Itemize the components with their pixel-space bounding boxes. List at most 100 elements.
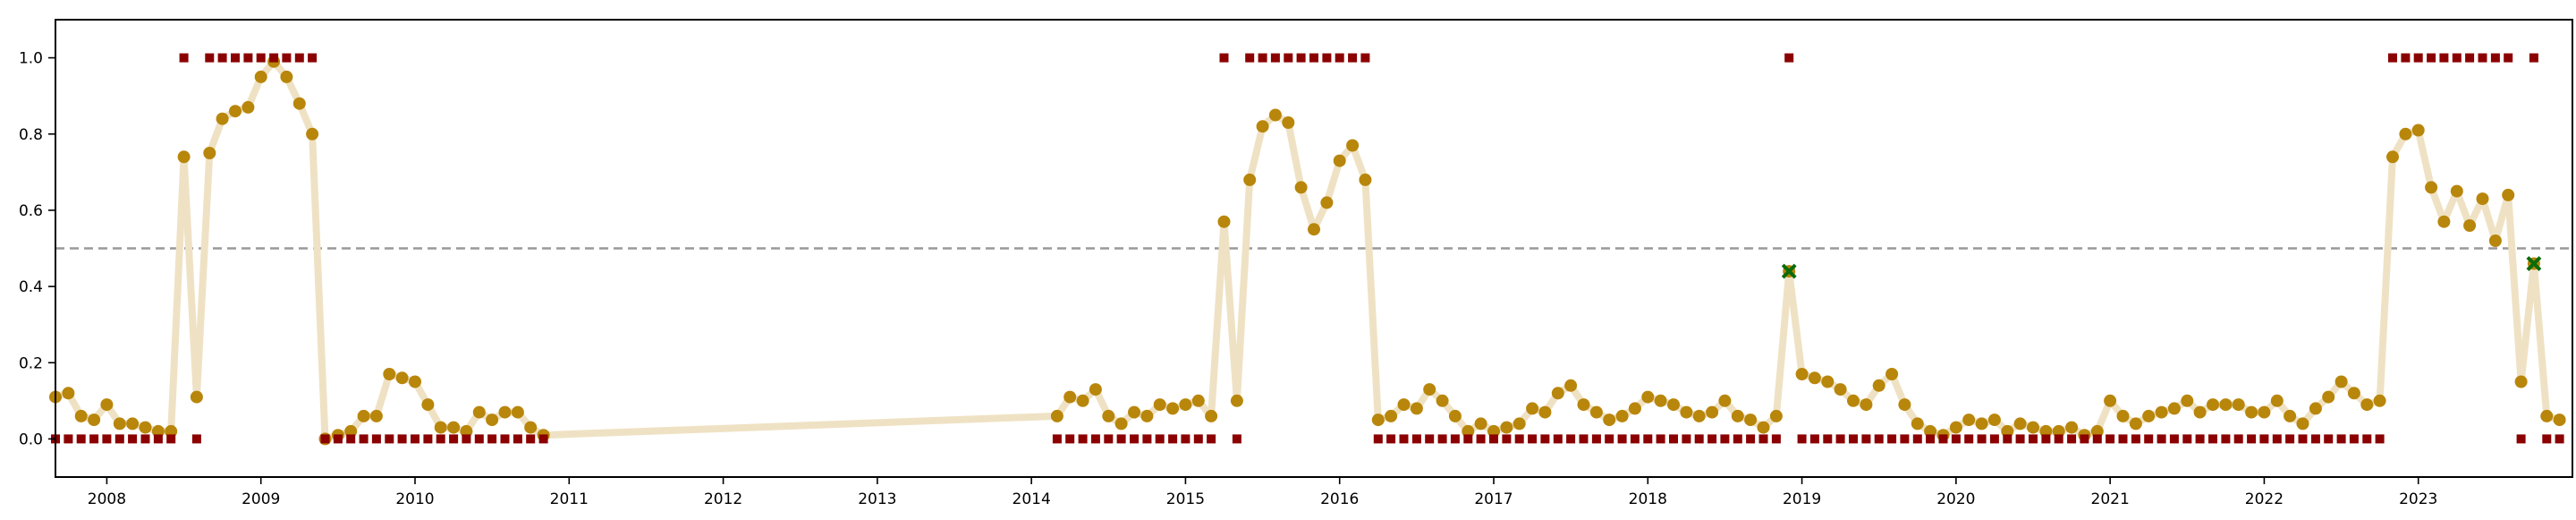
probability-point	[447, 421, 461, 434]
probability-point	[1423, 383, 1436, 396]
probability-point	[1885, 368, 1899, 380]
probability-point	[2540, 409, 2554, 422]
label-marker	[217, 53, 227, 63]
probability-point	[1050, 409, 1063, 422]
label-marker	[526, 434, 536, 444]
probability-point	[280, 70, 293, 83]
probability-point	[2437, 215, 2451, 228]
label-marker	[359, 434, 369, 444]
label-marker	[1258, 53, 1267, 63]
label-marker	[2375, 434, 2385, 444]
label-marker	[1849, 434, 1858, 444]
probability-point	[1706, 405, 1719, 419]
label-marker	[1694, 434, 1704, 444]
label-marker	[1335, 53, 1344, 63]
probability-point	[2334, 375, 2348, 388]
probability-point	[498, 405, 512, 419]
probability-point	[1962, 413, 1976, 427]
probability-point	[1448, 409, 1462, 422]
probability-point	[1102, 409, 1115, 422]
label-marker	[2041, 434, 2051, 444]
label-marker	[2555, 434, 2564, 444]
label-marker	[333, 434, 343, 444]
label-marker	[282, 53, 292, 63]
probability-point	[2411, 124, 2425, 137]
label-marker	[1245, 53, 1255, 63]
label-marker	[1579, 434, 1589, 444]
label-marker	[2182, 434, 2192, 444]
probability-point	[1089, 383, 1102, 396]
label-marker	[140, 434, 150, 444]
label-marker	[1809, 434, 1819, 444]
probability-point	[1898, 398, 1911, 412]
label-marker	[1656, 434, 1665, 444]
label-marker	[2439, 53, 2449, 63]
label-marker	[1270, 53, 1280, 63]
x-tick-label: 2015	[1166, 490, 1205, 508]
probability-point	[1718, 394, 1732, 407]
label-marker	[166, 434, 176, 444]
x-tick-label: 2012	[704, 490, 742, 508]
probability-point	[1731, 409, 1744, 422]
x-axis: 2008 2009 2010 2011 2012 2013 2014 2015 2016 2017…	[88, 477, 2437, 508]
label-marker	[462, 434, 471, 444]
probability-point	[1589, 405, 1603, 419]
probability-point	[2232, 398, 2245, 412]
label-marker	[1514, 434, 1524, 444]
label-marker	[1322, 53, 1332, 63]
label-marker	[1168, 434, 1178, 444]
probability-point	[1500, 421, 1513, 434]
label-marker	[2029, 434, 2038, 444]
label-marker	[2388, 53, 2397, 63]
probability-point	[306, 127, 319, 141]
label-marker	[1669, 434, 1678, 444]
probability-point	[1282, 116, 1295, 129]
label-marker	[256, 53, 266, 63]
probability-point	[1410, 402, 1423, 415]
probability-point	[74, 409, 88, 422]
label-marker	[2336, 434, 2346, 444]
label-marker	[1977, 434, 1987, 444]
x-tick-label: 2020	[1936, 490, 1975, 508]
label-marker	[1797, 434, 1807, 444]
label-marker	[2478, 53, 2487, 63]
probability-point	[242, 100, 255, 114]
probability-point	[1987, 413, 2001, 427]
label-marker	[538, 434, 548, 444]
label-marker	[1360, 53, 1370, 63]
probability-point	[1166, 402, 1180, 415]
probability-point	[2373, 394, 2386, 407]
label-marker	[294, 53, 304, 63]
label-marker	[1682, 434, 1691, 444]
probability-point	[1680, 405, 1693, 419]
probability-point	[2296, 417, 2309, 430]
label-marker	[1284, 53, 1293, 63]
x-tick-label: 2013	[858, 490, 896, 508]
probability-point	[2386, 150, 2399, 164]
probability-point	[2065, 421, 2079, 434]
x-tick-label: 2011	[550, 490, 589, 508]
label-marker	[1411, 434, 1421, 444]
probability-point	[1346, 139, 1360, 152]
label-marker	[1605, 434, 1614, 444]
probability-point	[1975, 417, 1988, 430]
label-marker	[1309, 53, 1318, 63]
label-marker	[1746, 434, 1756, 444]
label-marker	[1707, 434, 1717, 444]
probability-point	[2270, 394, 2284, 407]
probability-point	[2309, 402, 2322, 415]
label-marker	[2067, 434, 2077, 444]
probability-point	[2207, 398, 2219, 412]
probability-line	[52, 57, 2563, 443]
probability-point	[1949, 421, 1962, 434]
probability-point	[1114, 417, 1128, 430]
label-marker	[1758, 434, 1768, 444]
probability-point	[1641, 390, 1655, 404]
y-tick-label: 0.8	[19, 126, 43, 144]
label-marker	[1116, 434, 1126, 444]
label-marker	[1476, 434, 1486, 444]
label-marker	[1912, 434, 1922, 444]
label-marker	[2233, 434, 2243, 444]
probability-point	[100, 398, 114, 412]
